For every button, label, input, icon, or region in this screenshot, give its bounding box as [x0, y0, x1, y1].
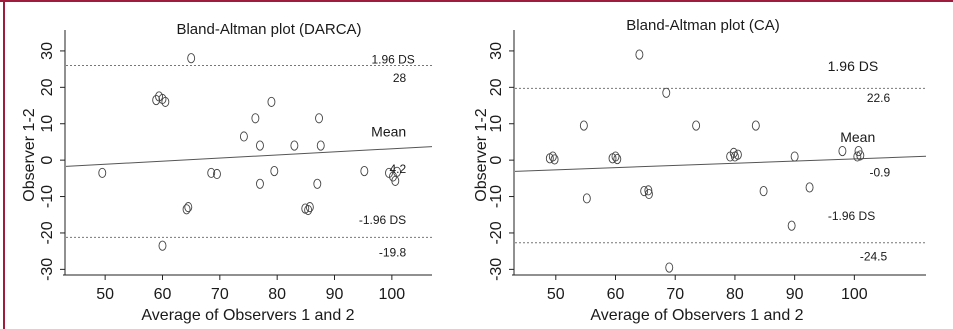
- data-point: [665, 262, 674, 273]
- data-point: [158, 93, 167, 105]
- data-point: [270, 166, 279, 177]
- data-point: [256, 178, 264, 189]
- data-point: [751, 120, 760, 131]
- y-axis-label: Observer 1-2: [21, 108, 38, 201]
- loa-annotation: -1.96 DS: [828, 209, 875, 223]
- data-point: [611, 151, 620, 162]
- loa-annotation: Mean: [371, 123, 406, 139]
- data-point: [582, 193, 591, 204]
- data-point: [184, 202, 193, 213]
- x-axis-label: Average of Observers 1 and 2: [590, 307, 803, 324]
- x-tick-label: 100: [841, 286, 868, 303]
- loa-annotation: -19.8: [379, 246, 407, 260]
- data-point: [692, 120, 701, 131]
- data-point: [158, 240, 167, 251]
- y-tick-label: 0: [488, 156, 505, 165]
- y-tick-label: -30: [488, 258, 505, 281]
- data-point: [98, 167, 107, 178]
- loa-annotation: -0.9: [869, 166, 890, 180]
- loa-annotation: 1.96 DS: [371, 52, 414, 66]
- y-tick-label: 10: [39, 115, 56, 133]
- data-point: [787, 220, 796, 231]
- data-point: [385, 167, 393, 178]
- x-tick-label: 70: [211, 286, 229, 303]
- loa-annotation: 1.96 DS: [828, 58, 879, 74]
- data-point: [790, 151, 799, 162]
- data-point: [733, 149, 742, 160]
- data-point: [853, 151, 862, 162]
- data-point: [856, 150, 865, 161]
- y-tick-label: -20: [488, 221, 505, 244]
- mean-line: [514, 155, 927, 172]
- y-tick-label: -10: [488, 185, 505, 208]
- data-point: [640, 186, 649, 197]
- y-tick-label: -10: [39, 185, 56, 208]
- data-point: [161, 96, 170, 107]
- data-point: [290, 140, 299, 151]
- data-point: [182, 204, 191, 215]
- data-point: [613, 153, 622, 165]
- y-tick-label: 0: [39, 156, 56, 165]
- data-point: [579, 120, 588, 131]
- loa-annotation: 4.2: [390, 162, 407, 176]
- data-point: [256, 140, 264, 151]
- data-point: [635, 49, 644, 60]
- data-point: [305, 202, 314, 213]
- x-tick-label: 80: [726, 286, 744, 303]
- data-point: [313, 178, 322, 189]
- x-tick-label: 50: [96, 286, 114, 303]
- data-point: [267, 96, 276, 107]
- loa-annotation: -1.96 DS: [359, 213, 406, 227]
- y-tick-label: -30: [39, 258, 56, 281]
- chart-title: Bland-Altman plot (CA): [626, 17, 779, 34]
- data-point: [550, 154, 559, 165]
- x-tick-label: 60: [154, 286, 172, 303]
- x-axis-label: Average of Observers 1 and 2: [141, 307, 354, 324]
- y-tick-label: 10: [488, 115, 505, 133]
- data-point: [207, 167, 216, 178]
- data-point: [360, 166, 369, 177]
- data-point: [548, 151, 557, 162]
- x-tick-label: 60: [607, 286, 625, 303]
- x-tick-label: 90: [786, 286, 804, 303]
- y-tick-label: 20: [39, 78, 56, 96]
- data-point: [838, 145, 847, 157]
- data-point: [805, 182, 814, 193]
- data-point: [391, 175, 400, 186]
- data-point: [644, 188, 653, 200]
- data-point: [213, 168, 221, 180]
- data-point: [251, 113, 260, 124]
- y-tick-label: 30: [39, 42, 56, 60]
- loa-annotation: Mean: [840, 129, 875, 145]
- loa-annotation: 22.6: [867, 91, 891, 105]
- x-tick-label: 80: [268, 286, 286, 303]
- data-point: [187, 53, 196, 64]
- chart-title: Bland-Altman plot (DARCA): [176, 21, 361, 38]
- left-accent-rule: [3, 2, 5, 329]
- y-tick-label: -20: [39, 221, 56, 244]
- y-tick-label: 30: [488, 42, 505, 60]
- x-tick-label: 50: [547, 286, 565, 303]
- loa-annotation: 28: [393, 71, 407, 85]
- x-tick-label: 100: [379, 286, 406, 303]
- data-point: [152, 95, 161, 106]
- data-point: [315, 113, 323, 124]
- data-point: [644, 185, 653, 196]
- x-tick-label: 70: [666, 286, 684, 303]
- y-axis-label: Observer 1-2: [473, 108, 490, 201]
- x-tick-label: 90: [326, 286, 344, 303]
- loa-annotation: -24.5: [860, 249, 888, 263]
- y-tick-label: 20: [488, 78, 505, 96]
- data-point: [304, 204, 313, 216]
- data-point: [662, 87, 671, 98]
- data-point: [759, 186, 768, 197]
- data-point: [316, 140, 325, 151]
- data-point: [239, 131, 248, 142]
- mean-line: [65, 146, 433, 167]
